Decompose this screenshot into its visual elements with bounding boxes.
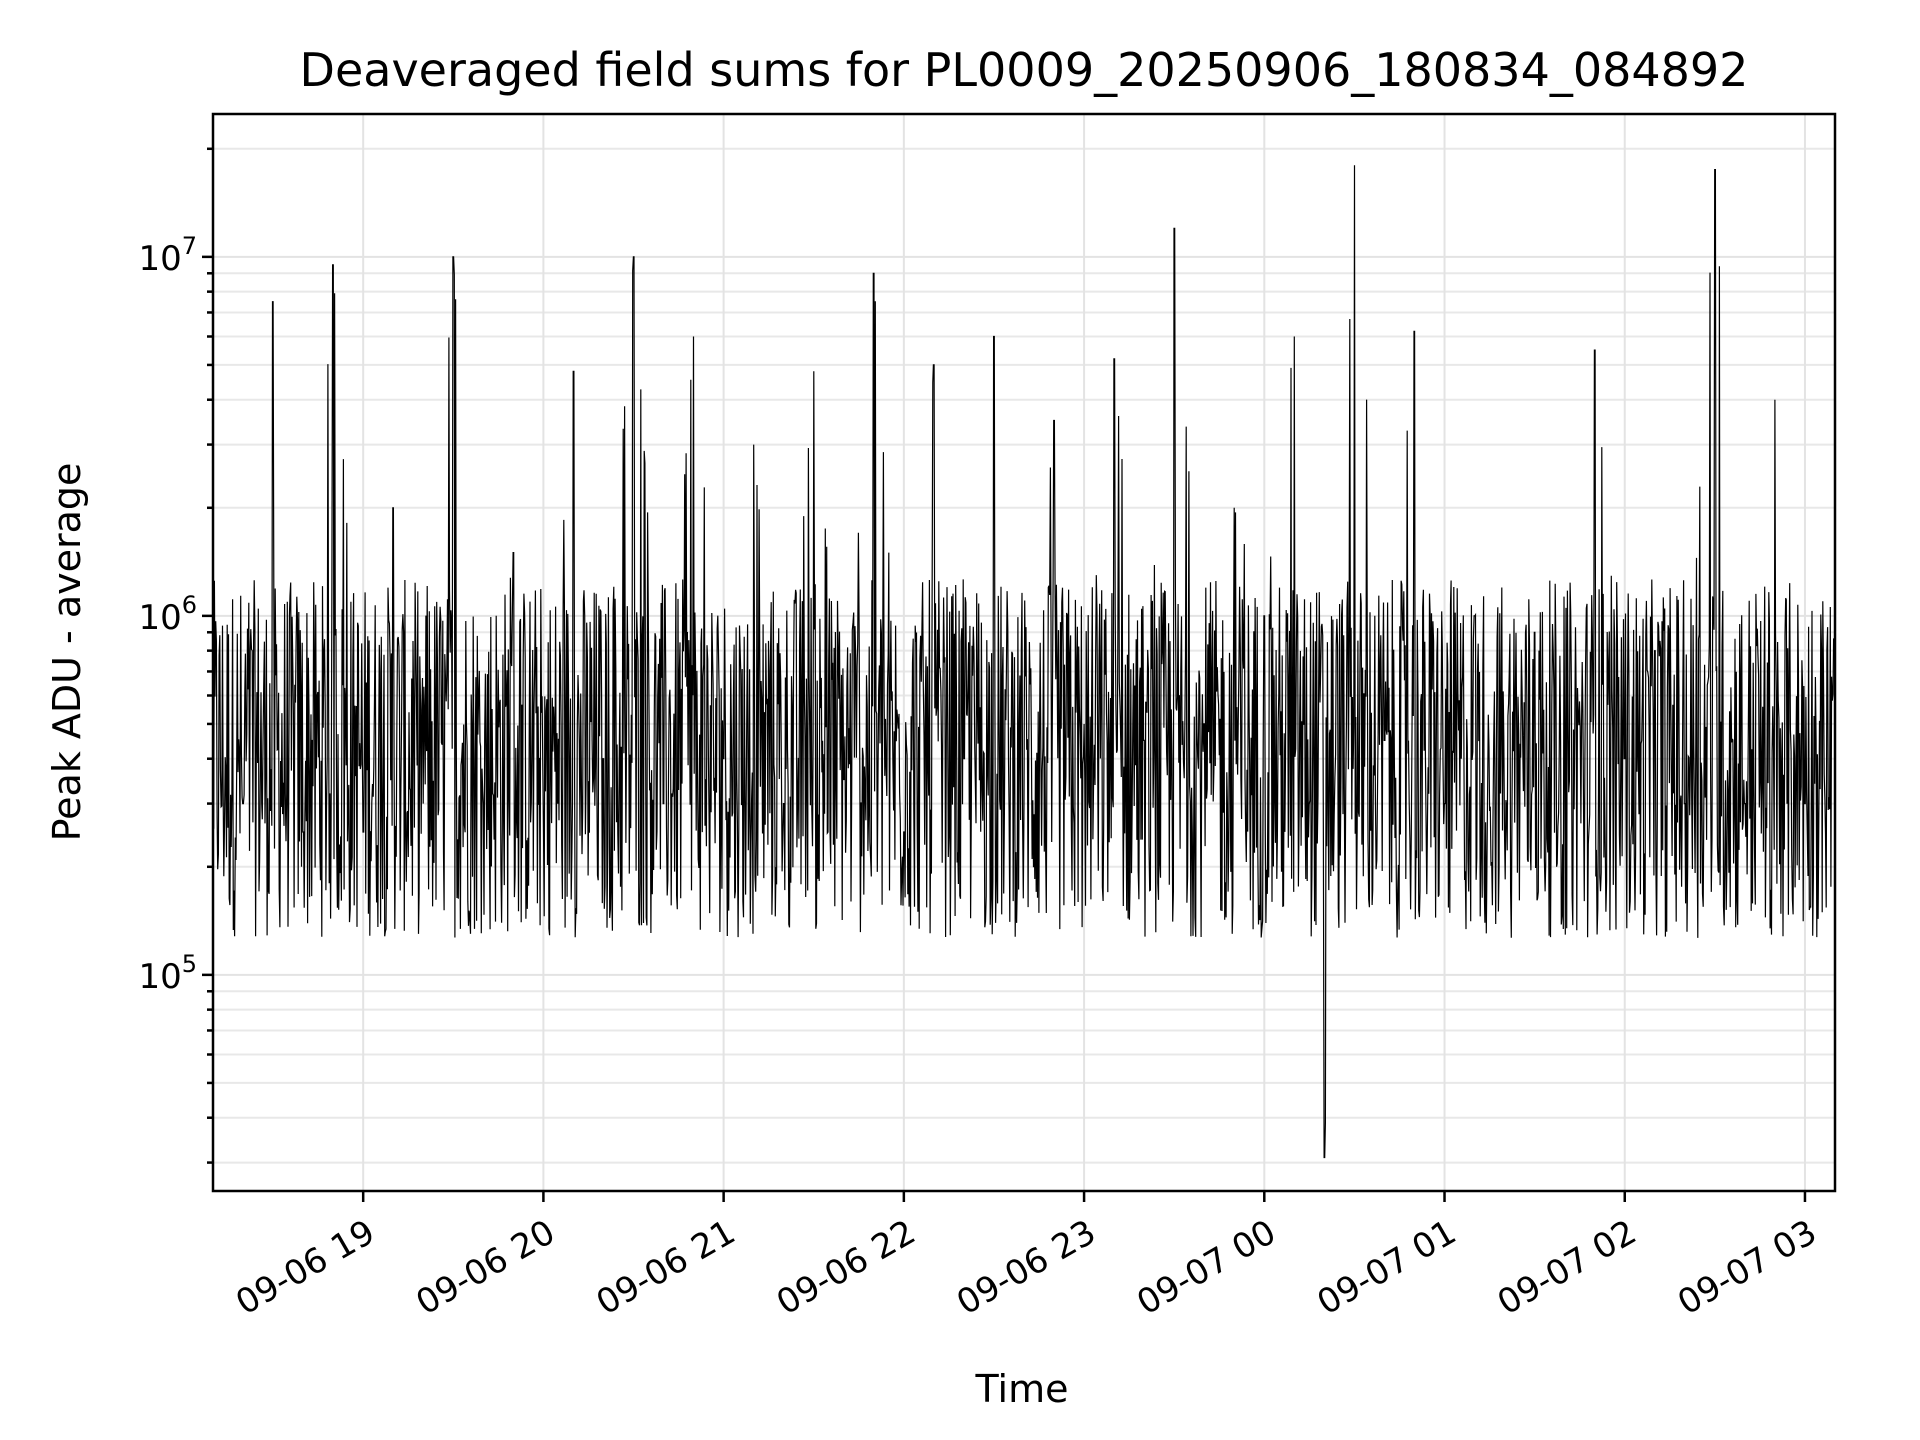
plot-frame	[211, 112, 1837, 1193]
chart-title: Deaveraged field sums for PL0009_2025090…	[300, 43, 1749, 97]
y-tick-label: 106	[138, 591, 197, 638]
x-axis-label: Time	[975, 1367, 1069, 1411]
series-layer	[212, 165, 1836, 1159]
y-tick-label: 107	[138, 232, 197, 279]
y-axis-label: Peak ADU - average	[45, 463, 89, 842]
y-tick-label: 105	[138, 950, 197, 997]
